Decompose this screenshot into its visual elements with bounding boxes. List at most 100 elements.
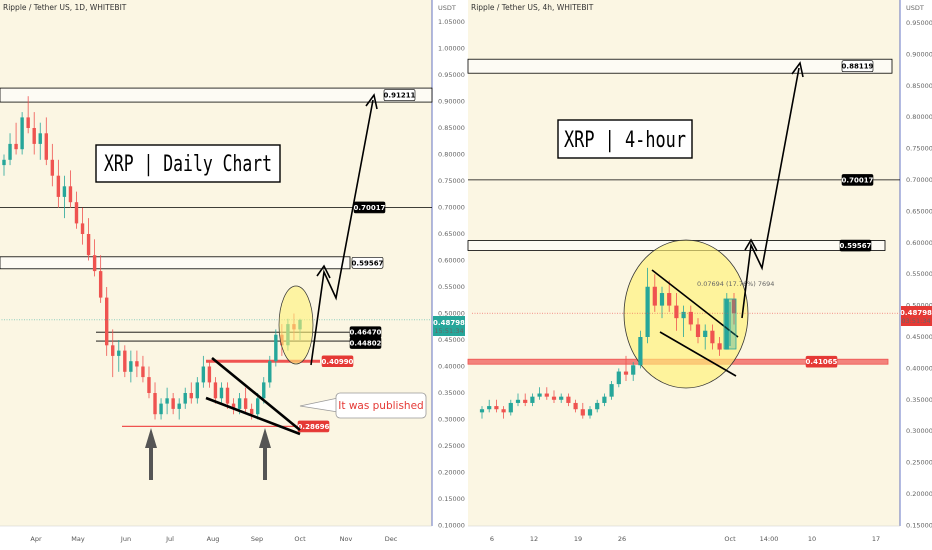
y-tick-label: 0.55000 — [438, 283, 465, 291]
candle — [494, 399, 499, 413]
candle — [141, 355, 145, 383]
candle — [544, 387, 549, 400]
candle — [508, 399, 513, 416]
y-tick-label: 0.25000 — [438, 442, 465, 450]
four-hour-projection-arrowhead-1 — [744, 238, 758, 252]
candle — [92, 239, 97, 277]
y-tick-label: 0.50000 — [906, 302, 932, 310]
candle — [80, 207, 85, 245]
y-tick-label: 0.75000 — [438, 177, 465, 185]
candle — [98, 255, 103, 303]
y-tick-label: 0.70000 — [438, 204, 465, 212]
four-hour-countdown: 03:51:34 — [901, 317, 930, 325]
x-tick-label: 14:00 — [760, 535, 779, 543]
level-price-tag — [349, 337, 382, 349]
candle — [225, 382, 230, 409]
daily-chart-panel: Ripple / Tether US, 1D, WHITEBIT USDT 1.… — [0, 0, 466, 543]
x-tick-label: Oct — [294, 535, 306, 543]
level-price-label: 0.59567 — [352, 259, 384, 267]
daily-y-ticks: 1.05000 1.00000 0.95000 0.90000 0.85000 0.800… — [438, 18, 465, 530]
level-price-label: 0.46470 — [350, 329, 382, 337]
candle — [20, 112, 24, 155]
x-tick-label: Jun — [120, 535, 131, 543]
daily-current-price: 0.48798 — [433, 319, 465, 327]
wedge-upper-line — [211, 356, 301, 432]
candle — [645, 267, 650, 344]
level-price-label: 0.91211 — [384, 92, 416, 100]
y-tick-label: 0.50000 — [438, 310, 465, 318]
candle — [703, 324, 708, 350]
candle — [147, 366, 151, 399]
bottom-marker-arrow-1 — [145, 428, 157, 480]
four-hour-projection-path — [741, 67, 800, 319]
four-hour-chart-panel: Ripple / Tether US, 4h, WHITEBIT USDT 0.… — [467, 0, 932, 543]
candle — [724, 293, 729, 350]
level-price-tag — [353, 201, 386, 214]
y-tick-label: 0.20000 — [438, 469, 465, 477]
x-tick-label: Dec — [385, 535, 398, 543]
level-price-label: 0.59567 — [840, 242, 872, 250]
y-tick-label: 0.40000 — [438, 363, 465, 371]
y-tick-label: 0.95000 — [438, 71, 465, 79]
candle — [171, 393, 175, 415]
bottom-marker-arrow-2 — [259, 428, 271, 480]
candle — [231, 398, 236, 415]
candle — [207, 361, 212, 388]
y-tick-label: 0.35000 — [906, 396, 932, 404]
candle — [111, 329, 115, 378]
candle — [165, 387, 169, 415]
y-tick-label: 0.80000 — [438, 151, 465, 159]
level-price-tag — [297, 420, 330, 433]
pattern-lower-line — [659, 331, 737, 377]
note-callout-box — [335, 392, 427, 419]
level-price-tag — [805, 355, 838, 368]
candle — [616, 368, 621, 388]
candle — [602, 393, 607, 407]
level-band — [467, 58, 893, 74]
y-tick-label: 0.70000 — [906, 176, 932, 184]
candle — [710, 324, 715, 350]
daily-highlight-ellipse — [278, 285, 314, 365]
x-tick-label: 12 — [530, 535, 538, 543]
x-tick-label: May — [71, 535, 85, 543]
y-tick-label: 1.05000 — [438, 18, 465, 26]
y-tick-label: 0.45000 — [906, 333, 932, 341]
note-callout-pointer — [299, 397, 339, 413]
candle — [595, 399, 600, 413]
y-tick-label: 0.10000 — [438, 522, 465, 530]
level-band — [0, 87, 433, 103]
level-price-tag — [321, 355, 354, 368]
y-tick-label: 0.95000 — [906, 19, 932, 27]
candle — [213, 377, 218, 404]
y-tick-label: 1.00000 — [438, 45, 465, 53]
candle — [515, 393, 521, 407]
y-tick-label: 0.90000 — [438, 98, 465, 106]
y-tick-label: 0.65000 — [438, 230, 465, 238]
candle — [551, 390, 557, 403]
y-tick-label: 0.85000 — [906, 82, 932, 90]
candle — [86, 218, 91, 261]
candle — [566, 393, 571, 407]
y-tick-label: 0.65000 — [906, 207, 932, 215]
candle — [104, 287, 109, 356]
candle — [256, 393, 260, 420]
candle — [74, 191, 79, 229]
y-tick-label: 0.60000 — [906, 239, 932, 247]
candle — [717, 337, 722, 356]
y-tick-label: 0.60000 — [438, 257, 465, 265]
candle — [537, 387, 542, 400]
candle — [501, 406, 506, 419]
candle — [219, 382, 224, 404]
level-price-tag — [841, 174, 874, 186]
candle — [44, 117, 48, 166]
candle — [631, 362, 636, 381]
x-tick-label: Jul — [165, 535, 174, 543]
x-tick-label: Apr — [30, 535, 42, 543]
four-hour-price-axis — [900, 0, 932, 536]
level-price-label: 0.40990 — [322, 358, 354, 366]
level-price-label: 0.28696 — [298, 423, 330, 431]
four-hour-chart-title: Ripple / Tether US, 4h, WHITEBIT — [471, 3, 594, 12]
candle — [159, 398, 163, 420]
candle — [487, 399, 492, 413]
four-hour-y-ticks: 0.95000 0.90000 0.85000 0.80000 0.75000 0.700… — [906, 19, 932, 529]
